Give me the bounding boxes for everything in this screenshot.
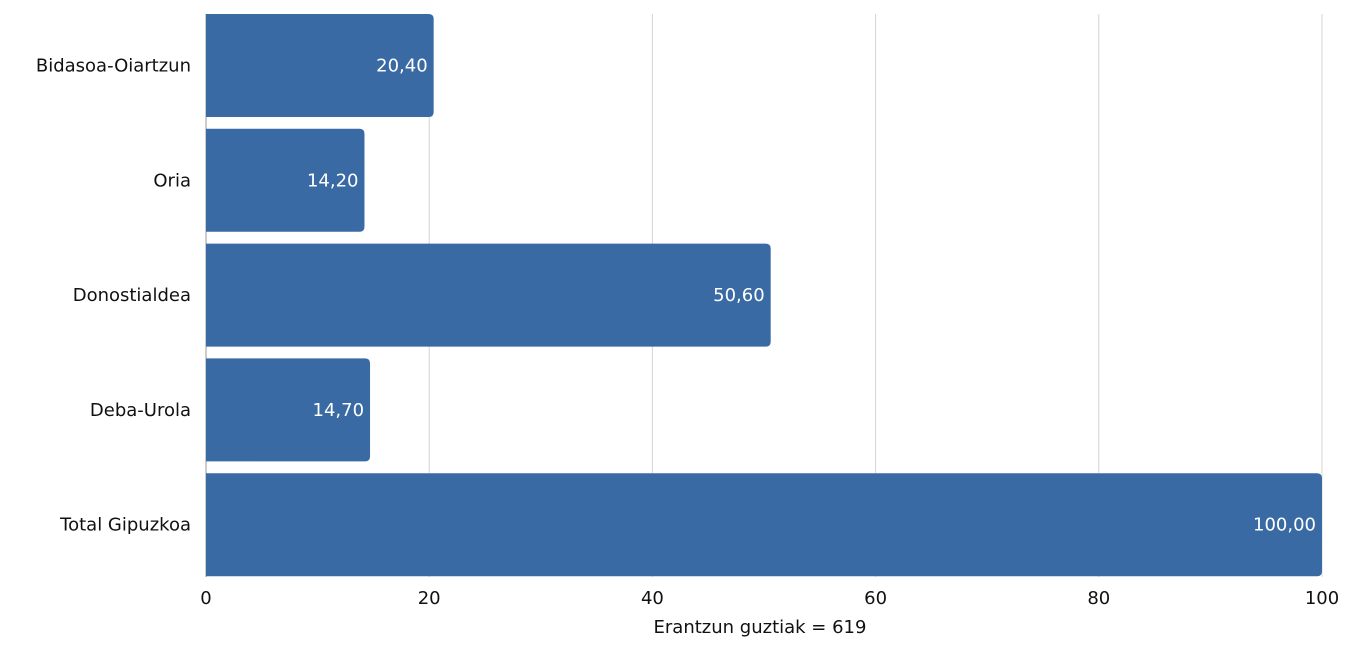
labels-layer: 0 20 40 60 80 100 Bidasoa-Oiartzun 20,40 Oria 14,… — [36, 56, 1339, 610]
x-axis-title: Erantzun guztiak = 619 — [654, 617, 867, 638]
data-label: 100,00 — [1253, 515, 1316, 536]
category-label: Deba-Urola — [90, 400, 191, 421]
bar — [206, 14, 434, 117]
data-label: 14,70 — [313, 400, 365, 421]
category-label: Donostialdea — [73, 285, 191, 306]
category-label: Oria — [153, 170, 191, 191]
bar — [206, 358, 371, 462]
data-label: 14,20 — [307, 170, 359, 191]
data-label: 50,60 — [713, 285, 765, 306]
bar — [206, 243, 771, 347]
category-label: Total Gipuzkoa — [59, 515, 191, 536]
x-tick-label: 100 — [1305, 588, 1339, 609]
bar — [206, 128, 365, 232]
bars-layer — [206, 14, 1322, 577]
bar — [206, 473, 1322, 577]
x-tick-label: 20 — [418, 588, 441, 609]
x-tick-label: 60 — [864, 588, 887, 609]
x-tick-label: 80 — [1087, 588, 1110, 609]
x-tick-label: 0 — [200, 588, 211, 609]
data-label: 20,40 — [376, 56, 428, 77]
category-label: Bidasoa-Oiartzun — [36, 56, 191, 77]
x-tick-label: 40 — [641, 588, 664, 609]
